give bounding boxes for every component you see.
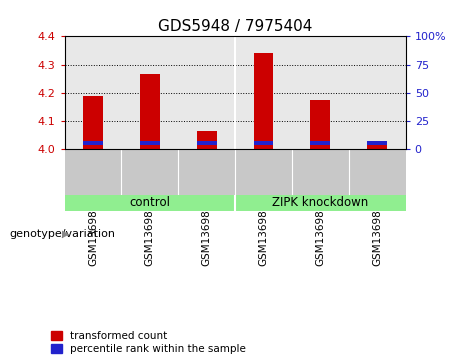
Bar [140, 141, 160, 146]
Bar [254, 141, 273, 146]
Bar [197, 131, 217, 150]
Text: ▶: ▶ [62, 229, 70, 239]
Text: control: control [130, 196, 170, 209]
Text: ZIPK knockdown: ZIPK knockdown [272, 196, 368, 209]
Bar [140, 74, 160, 150]
Bar [310, 141, 331, 146]
Bar [310, 100, 331, 150]
Bar [197, 141, 217, 146]
Bar [367, 141, 387, 146]
Legend: transformed count, percentile rank within the sample: transformed count, percentile rank withi… [51, 331, 246, 354]
Bar [367, 143, 387, 150]
Text: genotype/variation: genotype/variation [9, 229, 115, 239]
Bar [254, 53, 273, 150]
Bar [83, 96, 103, 150]
Title: GDS5948 / 7975404: GDS5948 / 7975404 [158, 19, 312, 34]
Bar [83, 141, 103, 146]
